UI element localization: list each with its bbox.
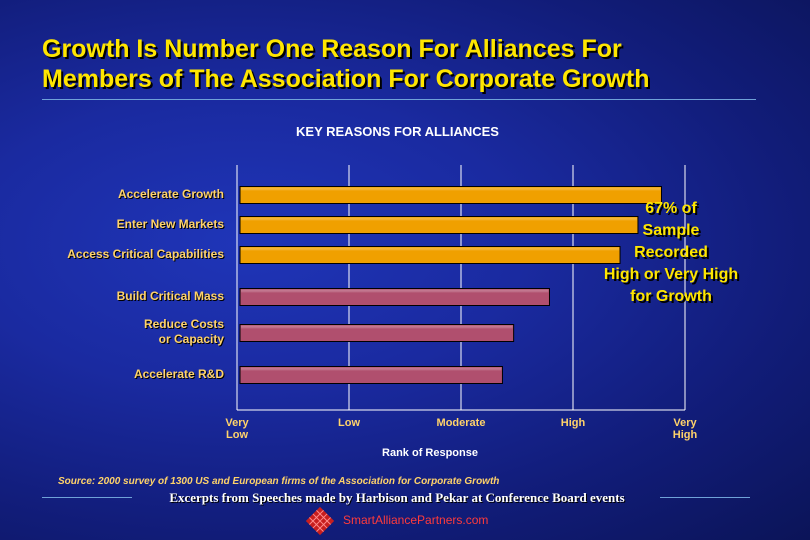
annotation-line-3: High or Very High bbox=[603, 266, 739, 283]
x-tick-label-3: High bbox=[538, 417, 608, 429]
category-label-0-line-0: Accelerate Growth bbox=[117, 186, 224, 201]
slide-title: Growth Is Number One Reason For Alliance… bbox=[42, 34, 782, 94]
category-label-5-line-0: Accelerate R&D bbox=[133, 366, 224, 381]
category-label-4-line-1: or Capacity bbox=[158, 332, 224, 346]
x-tick-label-2: Moderate bbox=[426, 417, 496, 429]
chart-title: KEY REASONS FOR ALLIANCES bbox=[296, 124, 499, 139]
bar-highlight-4 bbox=[241, 325, 513, 333]
category-label-2-line-0: Access Critical Capabilities bbox=[67, 246, 224, 261]
x-tick-label-2-line-0: Moderate bbox=[436, 417, 486, 429]
x-tick-label-0-line-1: Low bbox=[226, 429, 248, 441]
title-divider bbox=[42, 99, 756, 100]
annotation-line-1: Sample bbox=[642, 222, 700, 239]
footer-divider-right bbox=[660, 497, 750, 498]
bar-highlight-5 bbox=[241, 367, 502, 375]
bar-highlight-2 bbox=[241, 247, 620, 255]
category-label-4: Reduce Costs or Capacity bbox=[144, 317, 224, 347]
category-label-3-line-0: Build Critical Mass bbox=[116, 288, 224, 303]
category-label-4-line-0: Reduce Costs bbox=[143, 317, 224, 331]
x-tick-label-4-line-0: Very bbox=[673, 417, 697, 429]
category-label-1-line-0: Enter New Markets bbox=[116, 216, 224, 231]
category-label-2: Access Critical Capabilities bbox=[67, 247, 224, 262]
x-tick-label-4-line-1: High bbox=[672, 429, 698, 441]
annotation-line-0: 67% of bbox=[645, 200, 697, 217]
bar-highlight-3 bbox=[241, 289, 549, 297]
source-note: Source: 2000 survey of 1300 US and Europ… bbox=[58, 476, 500, 487]
x-tick-label-3-line-0: High bbox=[560, 417, 586, 429]
diamond-grid-logo-icon bbox=[305, 506, 335, 536]
growth-annotation: 67% of Sample Recorded High or Very High for… bbox=[582, 198, 760, 308]
category-label-1: Enter New Markets bbox=[117, 217, 224, 232]
excerpts-caption: Excerpts from Speeches made by Harbison … bbox=[169, 490, 625, 505]
bar-highlight-1 bbox=[241, 217, 637, 225]
category-label-5: Accelerate R&D bbox=[134, 367, 224, 382]
x-tick-label-4: Very High bbox=[650, 417, 720, 441]
footer-divider-left bbox=[42, 497, 132, 498]
x-axis-label: Rank of Response bbox=[382, 447, 478, 459]
x-tick-label-0: Very Low bbox=[202, 417, 272, 441]
slide-title-line-2: Members of The Association For Corporate… bbox=[42, 65, 650, 93]
bar-highlight-0 bbox=[241, 187, 661, 195]
site-link[interactable]: SmartAlliancePartners.com bbox=[343, 513, 489, 527]
category-label-0: Accelerate Growth bbox=[118, 187, 224, 202]
x-tick-label-0-line-0: Very bbox=[225, 417, 249, 429]
annotation-line-4: for Growth bbox=[630, 288, 712, 305]
annotation-line-2: Recorded bbox=[634, 244, 708, 261]
category-label-3: Build Critical Mass bbox=[117, 289, 224, 304]
x-tick-label-1: Low bbox=[314, 417, 384, 429]
slide-title-line-1: Growth Is Number One Reason For Alliance… bbox=[42, 35, 622, 63]
x-tick-label-1-line-0: Low bbox=[338, 417, 360, 429]
